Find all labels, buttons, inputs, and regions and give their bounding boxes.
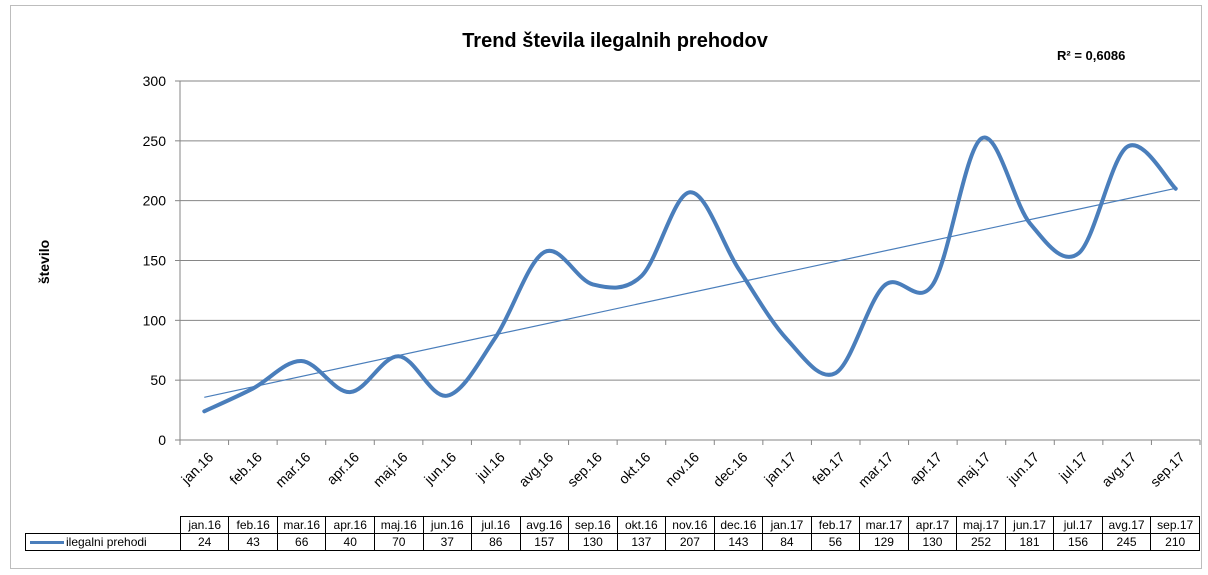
x-tick-label: jul.16 [472,449,508,485]
x-tick-label: jun.16 [420,449,459,488]
data-table-category-cell: jun.16 [422,516,473,534]
x-tick-label: jun.17 [1003,449,1042,488]
data-table-value-cell: 245 [1101,533,1152,551]
data-table-category-cell: nov.16 [665,516,715,534]
x-tick-label: nov.16 [662,449,702,489]
data-table-category-cell: jan.17 [762,516,812,534]
data-table-value-cell: 24 [179,533,230,551]
x-tick-label: maj.17 [953,449,994,490]
data-table-category-cell: avg.17 [1101,516,1152,534]
data-table-value-cell: 70 [373,533,424,551]
data-table-value-cell: 130 [568,533,618,551]
data-table-category-cell: mar.16 [276,516,327,534]
x-tick-label: feb.17 [809,449,848,488]
data-table-value-cell: 157 [519,533,570,551]
y-tick-label: 300 [143,73,167,89]
axes [175,80,1201,445]
trendline-group [204,187,1176,398]
data-table-value-cell: 252 [956,533,1006,551]
data-table-value-cell: 137 [616,533,667,551]
legend-entry: ilegalni prehodi [25,533,181,551]
y-tick-label: 150 [143,253,167,269]
x-tick-label: mar.16 [272,449,314,491]
data-table-category-cell: sep.17 [1150,516,1200,534]
y-tick-label: 100 [143,312,167,328]
data-table-value-cell: 37 [422,533,473,551]
x-tick-label: feb.16 [226,449,265,488]
series-line [202,135,1178,414]
data-table-category-cell: dec.16 [713,516,764,534]
data-table: jan.16 feb.16 mar.16 apr.16 maj.16 jun.16 jul.… [25,516,1200,551]
data-table-value-cell: 40 [325,533,375,551]
data-table-value-cell: 156 [1053,533,1103,551]
x-tick-label: mar.17 [855,449,897,491]
data-table-category-cell: jun.17 [1004,516,1055,534]
data-table-value-cell: 143 [713,533,764,551]
x-tick-label: apr.16 [323,449,362,488]
data-table-value-cell: 43 [228,533,278,551]
series-group [202,135,1178,414]
x-tick-label: dec.16 [710,449,751,490]
data-table-category-cell: maj.17 [956,516,1006,534]
data-table-category-cell: okt.16 [616,516,667,534]
y-tick-label: 200 [143,193,167,209]
legend-swatch [30,541,64,545]
x-tick-label: jul.17 [1055,449,1091,485]
y-tick-label: 50 [150,372,166,388]
r-squared-annotation: R² = 0,6086 [1057,48,1126,63]
data-table-category-cell: sep.16 [568,516,618,534]
data-table-category-cell: feb.17 [810,516,861,534]
data-table-category-cell: jan.16 [179,516,230,534]
trendline [204,187,1176,398]
legend-series-name: ilegalni prehodi [66,535,147,549]
data-table-category-cell: apr.16 [325,516,375,534]
y-tick-labels: 0 50 100 150 200 250 300 [143,73,167,448]
x-tick-label: jan.17 [760,449,799,488]
x-tick-labels: jan.16 feb.16 mar.16 apr.16 maj.16 jun.16 jul.… [177,449,1188,491]
gridlines [180,80,1200,381]
data-table-value-row: ilegalni prehodi 24 43 66 40 70 37 86 157 130 137… [25,533,1200,551]
data-table-value-cell: 86 [471,533,521,551]
x-tick-label: sep.17 [1147,449,1188,490]
x-tick-label: jan.16 [177,449,216,488]
x-tick-label: avg.16 [515,449,556,490]
data-table-category-cell: avg.16 [519,516,570,534]
data-table-value-cell: 84 [762,533,812,551]
data-table-category-cell: jul.17 [1053,516,1103,534]
data-table-header-row: jan.16 feb.16 mar.16 apr.16 maj.16 jun.16 jul.… [26,516,1200,534]
y-tick-label: 0 [158,432,166,448]
data-table-value-cell: 210 [1150,533,1200,551]
data-table-category-cell: mar.17 [859,516,909,534]
data-table-value-cell: 66 [276,533,327,551]
x-tick-label: maj.16 [370,449,411,490]
data-table-category-cell: maj.16 [373,516,424,534]
data-table-value-cell: 130 [907,533,958,551]
chart-title: Trend števila ilegalnih prehodov [462,30,768,52]
data-table-category-cell: feb.16 [228,516,278,534]
data-table-value-cell: 207 [665,533,715,551]
data-table-value-cell: 129 [859,533,909,551]
data-table-category-cell: apr.17 [907,516,958,534]
x-tick-label: avg.17 [1098,449,1139,490]
x-tick-label: apr.17 [906,449,945,488]
y-tick-label: 250 [143,133,167,149]
x-tick-label: sep.16 [564,449,605,490]
data-table-value-cell: 56 [810,533,861,551]
x-tick-label: okt.16 [615,449,653,487]
data-table-corner [26,517,181,534]
data-table-value-cell: 181 [1004,533,1055,551]
data-table-category-cell: jul.16 [471,516,521,534]
